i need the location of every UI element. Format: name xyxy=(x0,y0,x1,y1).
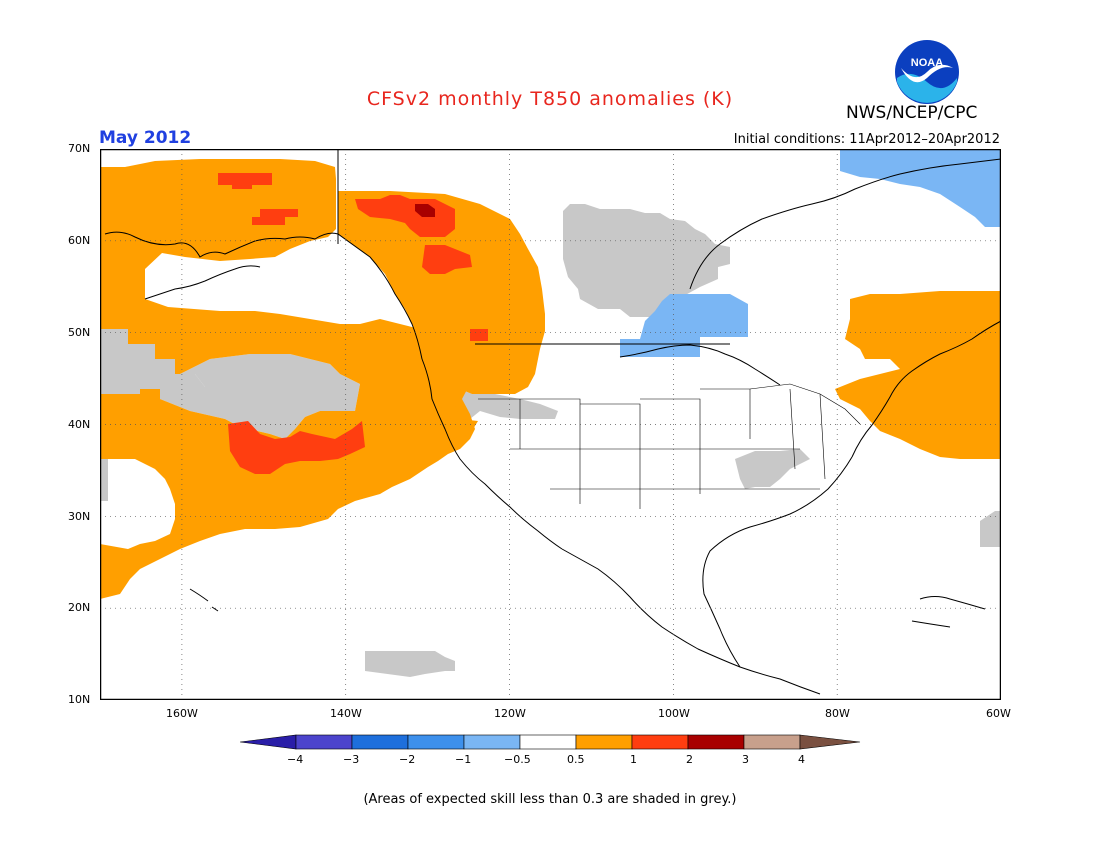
lon-label-120w: 120W xyxy=(494,707,526,720)
lon-label-80w: 80W xyxy=(825,707,850,720)
colorbar xyxy=(240,734,861,750)
lat-label-40n: 40N xyxy=(68,418,91,431)
lon-label-140w: 140W xyxy=(330,707,362,720)
colorbar-swatch-3 xyxy=(407,734,465,750)
warm-anomaly-regions xyxy=(100,159,1001,599)
colorbar-swatch-0 xyxy=(240,734,297,750)
lon-label-60w: 60W xyxy=(986,707,1011,720)
state-borders xyxy=(478,383,861,509)
colorbar-swatch-10 xyxy=(799,734,861,750)
noaa-logo-text: NOAA xyxy=(911,57,943,69)
colorbar-label: −1 xyxy=(455,753,472,766)
noaa-logo: NOAA xyxy=(895,40,959,104)
lat-label-70n: 70N xyxy=(68,142,91,155)
anomaly-map xyxy=(100,149,1001,700)
lon-label-100w: 100W xyxy=(658,707,690,720)
agency-label: NWS/NCEP/CPC xyxy=(846,103,978,123)
lat-label-20n: 20N xyxy=(68,601,91,614)
lat-lon-grid xyxy=(100,149,1001,700)
extreme-warm-anomaly xyxy=(415,204,435,217)
colorbar-label: −2 xyxy=(399,753,416,766)
low-skill-regions xyxy=(100,204,1001,677)
map-frame xyxy=(100,149,1001,700)
skill-footnote: (Areas of expected skill less than 0.3 a… xyxy=(363,792,737,807)
colorbar-swatch-8 xyxy=(687,734,745,750)
colorbar-label: −3 xyxy=(343,753,360,766)
chart-title: CFSv2 monthly T850 anomalies (K) xyxy=(366,88,734,110)
colorbar-label: −0.5 xyxy=(504,753,531,766)
colorbar-swatch-7 xyxy=(631,734,689,750)
colorbar-swatch-1 xyxy=(295,734,353,750)
cool-anomaly-regions xyxy=(620,149,1001,357)
forecast-month: May 2012 xyxy=(99,128,192,148)
colorbar-swatch-5 xyxy=(519,734,577,750)
colorbar-label: 4 xyxy=(798,753,805,766)
lat-label-60n: 60N xyxy=(68,234,91,247)
colorbar-label: −4 xyxy=(287,753,304,766)
lat-label-10n: 10N xyxy=(68,693,91,706)
colorbar-label: 2 xyxy=(686,753,693,766)
lon-label-160w: 160W xyxy=(166,707,198,720)
colorbar-label: 0.5 xyxy=(567,753,585,766)
initial-conditions: Initial conditions: 11Apr2012–20Apr2012 xyxy=(733,132,1000,147)
colorbar-swatch-6 xyxy=(575,734,633,750)
lat-label-30n: 30N xyxy=(68,510,91,523)
colorbar-swatch-9 xyxy=(743,734,801,750)
colorbar-label: 3 xyxy=(742,753,749,766)
colorbar-swatch-2 xyxy=(351,734,409,750)
coastlines xyxy=(104,149,1001,695)
lat-label-50n: 50N xyxy=(68,326,91,339)
colorbar-label: 1 xyxy=(630,753,637,766)
colorbar-swatch-4 xyxy=(463,734,521,750)
